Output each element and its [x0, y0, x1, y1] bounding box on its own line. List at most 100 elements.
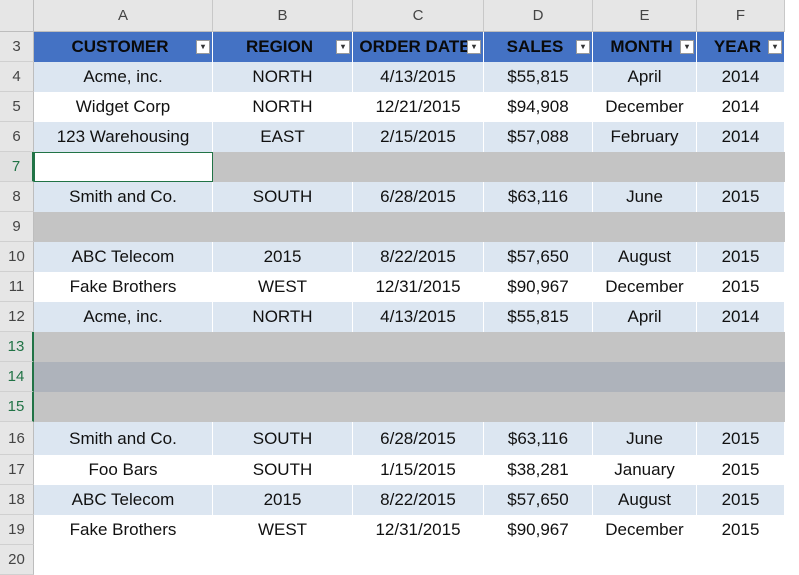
- data-cell[interactable]: [484, 152, 593, 182]
- data-cell[interactable]: $90,967: [484, 515, 593, 545]
- data-cell[interactable]: [213, 152, 353, 182]
- data-cell[interactable]: SOUTH: [213, 422, 353, 455]
- header-cell[interactable]: YEAR ▾: [697, 32, 785, 62]
- data-cell[interactable]: [484, 332, 593, 362]
- row-header[interactable]: 8: [0, 182, 34, 212]
- column-header-d[interactable]: D: [484, 0, 593, 32]
- data-cell[interactable]: 4/13/2015: [353, 62, 484, 92]
- data-cell[interactable]: [697, 392, 785, 422]
- row-header[interactable]: 13: [0, 332, 34, 362]
- data-cell[interactable]: Fake Brothers: [34, 272, 213, 302]
- data-cell[interactable]: [484, 545, 593, 575]
- row-header[interactable]: 4: [0, 62, 34, 92]
- data-cell[interactable]: [593, 152, 697, 182]
- data-cell[interactable]: August: [593, 485, 697, 515]
- filter-dropdown-icon[interactable]: ▾: [196, 40, 210, 54]
- row-header[interactable]: 9: [0, 212, 34, 242]
- data-cell[interactable]: 8/22/2015: [353, 485, 484, 515]
- data-cell[interactable]: April: [593, 302, 697, 332]
- data-cell[interactable]: Foo Bars: [34, 455, 213, 485]
- data-cell[interactable]: [353, 212, 484, 242]
- row-header[interactable]: 14: [0, 362, 34, 392]
- data-cell[interactable]: [697, 545, 785, 575]
- header-cell[interactable]: REGION ▾: [213, 32, 353, 62]
- data-cell[interactable]: $55,815: [484, 302, 593, 332]
- data-cell[interactable]: 2015: [697, 515, 785, 545]
- row-header[interactable]: 5: [0, 92, 34, 122]
- data-cell[interactable]: $57,650: [484, 242, 593, 272]
- data-cell[interactable]: February: [593, 122, 697, 152]
- data-cell[interactable]: 2015: [213, 485, 353, 515]
- row-header[interactable]: 20: [0, 545, 34, 575]
- row-header[interactable]: 12: [0, 302, 34, 332]
- data-cell[interactable]: NORTH: [213, 302, 353, 332]
- data-cell[interactable]: Smith and Co.: [34, 182, 213, 212]
- header-cell[interactable]: CUSTOMER ▾: [34, 32, 213, 62]
- data-cell[interactable]: 1/15/2015: [353, 455, 484, 485]
- data-cell[interactable]: WEST: [213, 272, 353, 302]
- data-cell[interactable]: [697, 152, 785, 182]
- data-cell[interactable]: [593, 392, 697, 422]
- data-cell[interactable]: 4/13/2015: [353, 302, 484, 332]
- data-cell[interactable]: 12/31/2015: [353, 272, 484, 302]
- data-cell[interactable]: 2015: [213, 242, 353, 272]
- data-cell[interactable]: [353, 332, 484, 362]
- row-header[interactable]: 19: [0, 515, 34, 545]
- data-cell[interactable]: 12/31/2015: [353, 515, 484, 545]
- data-cell[interactable]: Smith and Co.: [34, 422, 213, 455]
- data-cell[interactable]: $38,281: [484, 455, 593, 485]
- data-cell[interactable]: 12/21/2015: [353, 92, 484, 122]
- column-header-f[interactable]: F: [697, 0, 785, 32]
- data-cell[interactable]: 6/28/2015: [353, 422, 484, 455]
- data-cell[interactable]: December: [593, 515, 697, 545]
- data-cell[interactable]: 2014: [697, 302, 785, 332]
- data-cell[interactable]: [213, 392, 353, 422]
- filter-dropdown-icon[interactable]: ▾: [768, 40, 782, 54]
- data-cell[interactable]: $90,967: [484, 272, 593, 302]
- data-cell[interactable]: ABC Telecom: [34, 242, 213, 272]
- data-cell[interactable]: $57,088: [484, 122, 593, 152]
- filter-dropdown-icon[interactable]: ▾: [467, 40, 481, 54]
- row-header[interactable]: 15: [0, 392, 34, 422]
- data-cell[interactable]: Acme, inc.: [34, 62, 213, 92]
- data-cell[interactable]: $63,116: [484, 182, 593, 212]
- data-cell[interactable]: 123 Warehousing: [34, 122, 213, 152]
- data-cell[interactable]: $94,908: [484, 92, 593, 122]
- column-header-e[interactable]: E: [593, 0, 697, 32]
- data-cell[interactable]: 2/15/2015: [353, 122, 484, 152]
- data-cell[interactable]: [34, 545, 213, 575]
- data-cell[interactable]: SOUTH: [213, 455, 353, 485]
- data-cell[interactable]: 2015: [697, 272, 785, 302]
- data-cell[interactable]: SOUTH: [213, 182, 353, 212]
- data-cell[interactable]: [34, 392, 213, 422]
- data-cell[interactable]: [213, 545, 353, 575]
- filter-dropdown-icon[interactable]: ▾: [576, 40, 590, 54]
- data-cell[interactable]: [593, 362, 697, 392]
- data-cell[interactable]: [697, 362, 785, 392]
- data-cell[interactable]: [213, 362, 353, 392]
- data-cell[interactable]: December: [593, 92, 697, 122]
- data-cell[interactable]: [697, 332, 785, 362]
- column-header-c[interactable]: C: [353, 0, 484, 32]
- column-header-a[interactable]: A: [34, 0, 213, 32]
- data-cell[interactable]: 8/22/2015: [353, 242, 484, 272]
- data-cell[interactable]: January: [593, 455, 697, 485]
- filter-dropdown-icon[interactable]: ▾: [680, 40, 694, 54]
- row-header[interactable]: 18: [0, 485, 34, 515]
- data-cell[interactable]: Fake Brothers: [34, 515, 213, 545]
- select-all-corner[interactable]: [0, 0, 34, 32]
- active-cell[interactable]: [34, 152, 213, 182]
- data-cell[interactable]: $63,116: [484, 422, 593, 455]
- row-header[interactable]: 7: [0, 152, 34, 182]
- data-cell[interactable]: [353, 392, 484, 422]
- data-cell[interactable]: [484, 212, 593, 242]
- data-cell[interactable]: $57,650: [484, 485, 593, 515]
- column-header-b[interactable]: B: [213, 0, 353, 32]
- data-cell[interactable]: [34, 362, 213, 392]
- data-cell[interactable]: [593, 332, 697, 362]
- data-cell[interactable]: [353, 152, 484, 182]
- row-header[interactable]: 11: [0, 272, 34, 302]
- data-cell[interactable]: [34, 332, 213, 362]
- row-header[interactable]: 10: [0, 242, 34, 272]
- row-header[interactable]: 3: [0, 32, 34, 62]
